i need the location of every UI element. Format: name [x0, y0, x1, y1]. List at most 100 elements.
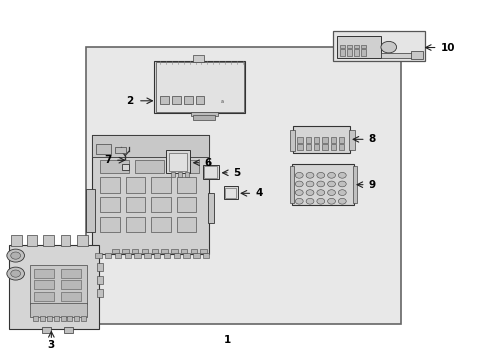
Bar [142, 249, 148, 253]
Circle shape [295, 172, 303, 178]
Text: 10: 10 [440, 42, 454, 53]
Bar [340, 49, 345, 56]
Circle shape [327, 190, 335, 195]
Circle shape [327, 198, 335, 204]
Text: 8: 8 [368, 134, 375, 144]
Text: 5: 5 [232, 168, 240, 178]
Bar [183, 253, 189, 258]
Bar [322, 144, 327, 150]
Bar [183, 96, 192, 104]
Circle shape [316, 181, 324, 187]
Bar [154, 253, 160, 258]
Bar [144, 253, 150, 258]
Circle shape [338, 172, 346, 178]
Bar [330, 144, 335, 150]
Bar [151, 217, 170, 232]
Bar [81, 316, 86, 321]
Bar [155, 62, 243, 112]
Bar [41, 327, 51, 333]
Bar [85, 47, 400, 324]
Bar [178, 172, 182, 177]
Text: 4: 4 [255, 188, 262, 198]
Bar [176, 197, 196, 212]
Circle shape [338, 190, 346, 195]
Bar [95, 253, 102, 258]
Bar [151, 177, 170, 193]
Text: 1: 1 [224, 335, 230, 345]
Circle shape [305, 190, 313, 195]
Bar [322, 137, 327, 143]
Bar [33, 316, 38, 321]
Bar [34, 269, 54, 278]
Bar [171, 249, 177, 253]
Bar [122, 249, 128, 253]
Bar [297, 144, 302, 150]
Bar [305, 137, 310, 143]
Bar [96, 144, 110, 154]
Text: 6: 6 [204, 158, 211, 168]
Bar [190, 112, 217, 116]
Bar [125, 177, 145, 193]
Bar [338, 137, 344, 143]
Bar [171, 172, 175, 177]
Circle shape [7, 249, 24, 262]
Bar [292, 164, 353, 205]
Bar [151, 249, 158, 253]
Bar [100, 217, 120, 232]
Bar [160, 96, 169, 104]
Circle shape [11, 270, 20, 277]
Bar [11, 235, 21, 246]
Bar [34, 280, 54, 289]
Bar [195, 96, 204, 104]
Bar [122, 164, 128, 170]
Bar [61, 316, 65, 321]
Bar [77, 235, 88, 246]
Bar [67, 316, 72, 321]
Bar [340, 45, 345, 48]
Bar [105, 253, 111, 258]
Bar [100, 197, 120, 212]
Circle shape [338, 198, 346, 204]
Bar [135, 160, 163, 173]
Bar [125, 197, 145, 212]
Bar [381, 53, 415, 58]
Bar [125, 217, 145, 232]
Bar [193, 253, 199, 258]
Bar [30, 265, 86, 304]
Circle shape [327, 181, 335, 187]
Bar [92, 135, 209, 254]
Bar [225, 188, 236, 198]
Circle shape [305, 198, 313, 204]
Bar [181, 249, 187, 253]
Bar [337, 36, 381, 58]
Bar [346, 49, 351, 56]
Bar [346, 45, 351, 48]
Bar [40, 316, 45, 321]
Bar [9, 245, 99, 329]
Circle shape [380, 41, 396, 53]
Bar [85, 189, 95, 232]
Bar [112, 249, 119, 253]
Bar [115, 253, 121, 258]
Bar [184, 172, 188, 177]
Bar [115, 147, 125, 153]
Bar [330, 137, 335, 143]
Bar [132, 249, 138, 253]
Bar [34, 292, 54, 301]
Circle shape [295, 198, 303, 204]
Bar [353, 45, 358, 48]
Circle shape [305, 172, 313, 178]
Bar [61, 280, 81, 289]
Bar [54, 316, 59, 321]
Bar [124, 253, 131, 258]
Circle shape [305, 181, 313, 187]
Circle shape [316, 198, 324, 204]
Bar [360, 49, 365, 56]
Bar [289, 130, 294, 151]
Bar [134, 253, 141, 258]
Bar [166, 150, 189, 173]
Bar [203, 165, 218, 179]
Bar [47, 316, 52, 321]
Circle shape [11, 252, 20, 259]
Circle shape [316, 172, 324, 178]
